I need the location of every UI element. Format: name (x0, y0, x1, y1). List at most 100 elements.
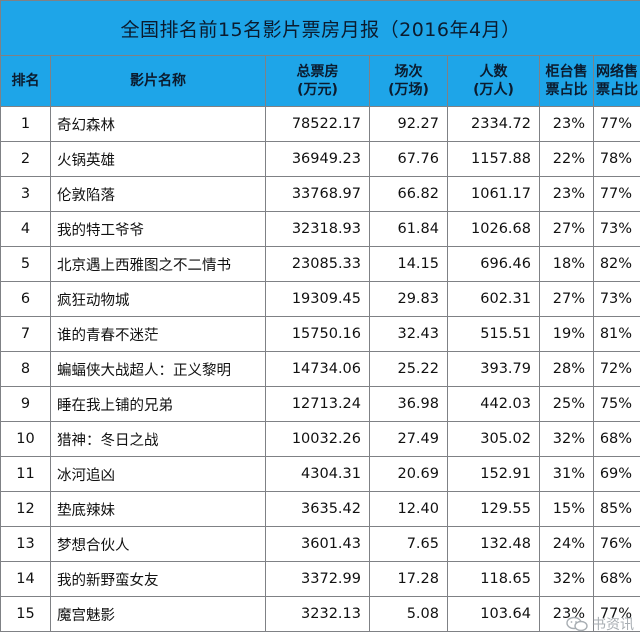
header-audience-line2: (万人) (473, 82, 514, 98)
cell-rank: 2 (0, 141, 51, 177)
cell-online-share: 78% (592, 141, 640, 177)
watermark: 书资讯 (566, 614, 634, 634)
cell-shows: 92.27 (369, 106, 448, 142)
cell-online-share: 85% (592, 491, 640, 527)
cell-audience: 1157.88 (447, 141, 540, 177)
cell-shows: 61.84 (369, 211, 448, 247)
cell-box-office: 23085.33 (265, 246, 370, 282)
table-row: 11 冰河追凶 4304.31 20.69 152.91 31% 69% (0, 456, 640, 492)
cell-online-share: 77% (592, 106, 640, 142)
cell-shows: 7.65 (369, 526, 448, 562)
table-row: 2 火锅英雄 36949.23 67.76 1157.88 22% 78% (0, 141, 640, 177)
cell-film-name: 我的特工爷爷 (50, 211, 266, 247)
cell-shows: 14.15 (369, 246, 448, 282)
cell-rank: 3 (0, 176, 51, 212)
header-audience-line1: 人数 (479, 64, 508, 80)
cell-online-share: 68% (592, 421, 640, 457)
cell-counter-share: 19% (539, 316, 594, 352)
cell-online-share: 76% (592, 526, 640, 562)
cell-rank: 5 (0, 246, 51, 282)
cell-online-share: 72% (592, 351, 640, 387)
cell-online-share: 73% (592, 281, 640, 317)
wechat-icon (566, 616, 588, 632)
cell-online-share: 81% (592, 316, 640, 352)
header-online-line2: 票占比 (596, 82, 639, 98)
cell-audience: 515.51 (447, 316, 540, 352)
cell-box-office: 14734.06 (265, 351, 370, 387)
cell-counter-share: 31% (539, 456, 594, 492)
cell-film-name: 疯狂动物城 (50, 281, 266, 317)
cell-rank: 7 (0, 316, 51, 352)
cell-box-office: 12713.24 (265, 386, 370, 422)
table-row: 8 蝙蝠侠大战超人：正义黎明 14734.06 25.22 393.79 28% 72% (0, 351, 640, 387)
cell-counter-share: 23% (539, 106, 594, 142)
cell-box-office: 10032.26 (265, 421, 370, 457)
header-counter-line1: 柜台售 (545, 64, 588, 80)
cell-rank: 8 (0, 351, 51, 387)
cell-film-name: 北京遇上西雅图之不二情书 (50, 246, 266, 282)
cell-rank: 4 (0, 211, 51, 247)
cell-film-name: 奇幻森林 (50, 106, 266, 142)
cell-online-share: 68% (592, 561, 640, 597)
cell-audience: 393.79 (447, 351, 540, 387)
cell-counter-share: 27% (539, 281, 594, 317)
cell-rank: 13 (0, 526, 51, 562)
cell-rank: 12 (0, 491, 51, 527)
cell-counter-share: 24% (539, 526, 594, 562)
cell-audience: 2334.72 (447, 106, 540, 142)
table-row: 7 谁的青春不迷茫 15750.16 32.43 515.51 19% 81% (0, 316, 640, 352)
cell-rank: 15 (0, 596, 51, 632)
header-counter-line2: 票占比 (545, 82, 588, 98)
table-row: 1 奇幻森林 78522.17 92.27 2334.72 23% 77% (0, 106, 640, 142)
header-online-line1: 网络售 (596, 64, 639, 80)
cell-box-office: 36949.23 (265, 141, 370, 177)
table-row: 15 魔宫魅影 3232.13 5.08 103.64 23% 77% (0, 596, 640, 632)
cell-counter-share: 27% (539, 211, 594, 247)
cell-shows: 67.76 (369, 141, 448, 177)
cell-film-name: 冰河追凶 (50, 456, 266, 492)
cell-film-name: 伦敦陷落 (50, 176, 266, 212)
cell-counter-share: 32% (539, 561, 594, 597)
cell-audience: 118.65 (447, 561, 540, 597)
cell-shows: 66.82 (369, 176, 448, 212)
cell-rank: 6 (0, 281, 51, 317)
cell-counter-share: 15% (539, 491, 594, 527)
cell-shows: 27.49 (369, 421, 448, 457)
cell-audience: 602.31 (447, 281, 540, 317)
cell-online-share: 82% (592, 246, 640, 282)
cell-rank: 11 (0, 456, 51, 492)
table-row: 6 疯狂动物城 19309.45 29.83 602.31 27% 73% (0, 281, 640, 317)
cell-film-name: 垫底辣妹 (50, 491, 266, 527)
cell-counter-share: 23% (539, 176, 594, 212)
cell-box-office: 3635.42 (265, 491, 370, 527)
cell-counter-share: 18% (539, 246, 594, 282)
table-row: 3 伦敦陷落 33768.97 66.82 1061.17 23% 77% (0, 176, 640, 212)
header-shows-line1: 场次 (394, 64, 423, 80)
cell-counter-share: 28% (539, 351, 594, 387)
cell-audience: 305.02 (447, 421, 540, 457)
cell-box-office: 78522.17 (265, 106, 370, 142)
table-row: 4 我的特工爷爷 32318.93 61.84 1026.68 27% 73% (0, 211, 640, 247)
cell-box-office: 3232.13 (265, 596, 370, 632)
table-row: 13 梦想合伙人 3601.43 7.65 132.48 24% 76% (0, 526, 640, 562)
cell-audience: 132.48 (447, 526, 540, 562)
watermark-text: 书资讯 (592, 617, 634, 633)
cell-box-office: 3372.99 (265, 561, 370, 597)
cell-counter-share: 32% (539, 421, 594, 457)
cell-film-name: 蝙蝠侠大战超人：正义黎明 (50, 351, 266, 387)
table-title: 全国排名前15名影片票房月报（2016年4月） (0, 0, 640, 56)
table-row: 12 垫底辣妹 3635.42 12.40 129.55 15% 85% (0, 491, 640, 527)
cell-counter-share: 25% (539, 386, 594, 422)
cell-film-name: 魔宫魅影 (50, 596, 266, 632)
cell-film-name: 火锅英雄 (50, 141, 266, 177)
cell-online-share: 73% (592, 211, 640, 247)
cell-shows: 36.98 (369, 386, 448, 422)
header-box-office: 总票房 (万元) (265, 55, 370, 107)
cell-box-office: 3601.43 (265, 526, 370, 562)
cell-film-name: 睡在我上铺的兄弟 (50, 386, 266, 422)
cell-shows: 17.28 (369, 561, 448, 597)
header-shows-line2: (万场) (388, 82, 429, 98)
cell-film-name: 猎神：冬日之战 (50, 421, 266, 457)
cell-box-office: 4304.31 (265, 456, 370, 492)
